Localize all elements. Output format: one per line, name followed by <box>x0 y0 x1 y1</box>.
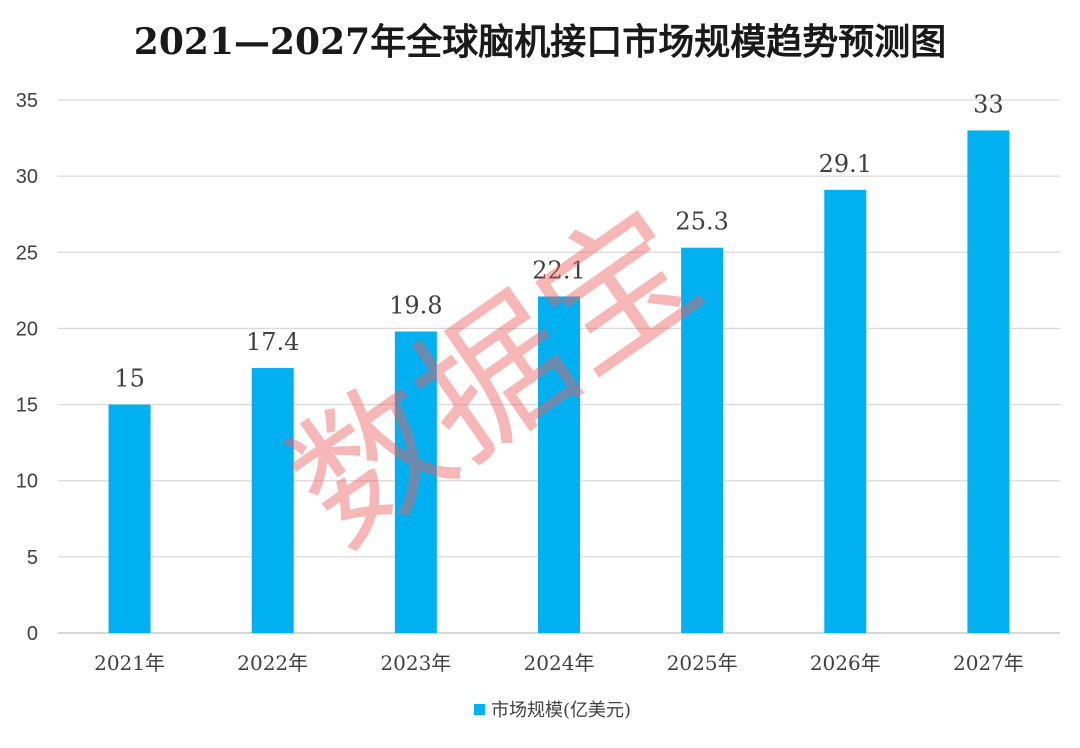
legend-swatch <box>474 704 485 715</box>
data-label: 29.1 <box>819 150 872 178</box>
bar <box>967 130 1010 633</box>
y-tick-label: 20 <box>16 318 38 340</box>
bar <box>251 368 294 633</box>
y-tick-label: 35 <box>16 90 38 112</box>
data-label: 22.1 <box>532 256 585 284</box>
legend-label: 市场规模(亿美元) <box>491 700 631 721</box>
bar <box>681 247 724 633</box>
x-tick-label: 2023年 <box>380 651 451 675</box>
x-tick-label: 2021年 <box>94 651 165 675</box>
data-label: 25.3 <box>675 208 728 236</box>
data-label: 17.4 <box>246 328 299 356</box>
data-label: 15 <box>114 365 145 393</box>
data-label: 33 <box>973 90 1004 118</box>
chart-title: 2021—2027年全球脑机接口市场规模趋势预测图 <box>134 21 946 63</box>
y-tick-label: 5 <box>27 547 38 569</box>
bar <box>538 296 580 633</box>
bar <box>108 404 151 633</box>
x-tick-label: 2026年 <box>810 651 881 675</box>
y-tick-label: 0 <box>27 623 38 645</box>
data-label: 19.8 <box>389 291 442 319</box>
x-tick-label: 2027年 <box>953 651 1024 675</box>
x-tick-label: 2025年 <box>667 651 738 675</box>
y-axis-ticks: 0 5 10 15 20 25 30 35 <box>16 90 38 645</box>
legend: 市场规模(亿美元) <box>474 700 631 721</box>
y-tick-label: 30 <box>16 166 38 188</box>
bar <box>394 331 437 633</box>
x-axis-ticks: 2021年 2022年 2023年 2024年 2025年 2026年 2027年 <box>94 651 1024 675</box>
y-tick-label: 15 <box>16 395 38 417</box>
y-tick-label: 10 <box>16 471 38 493</box>
bar <box>824 189 867 633</box>
y-tick-label: 25 <box>16 242 38 264</box>
data-labels: 15 17.4 19.8 22.1 25.3 29.1 33 <box>114 90 1003 392</box>
bars <box>108 130 1010 633</box>
watermark: 数据宝 <box>262 178 730 579</box>
x-tick-label: 2024年 <box>524 651 595 675</box>
x-tick-label: 2022年 <box>237 651 308 675</box>
